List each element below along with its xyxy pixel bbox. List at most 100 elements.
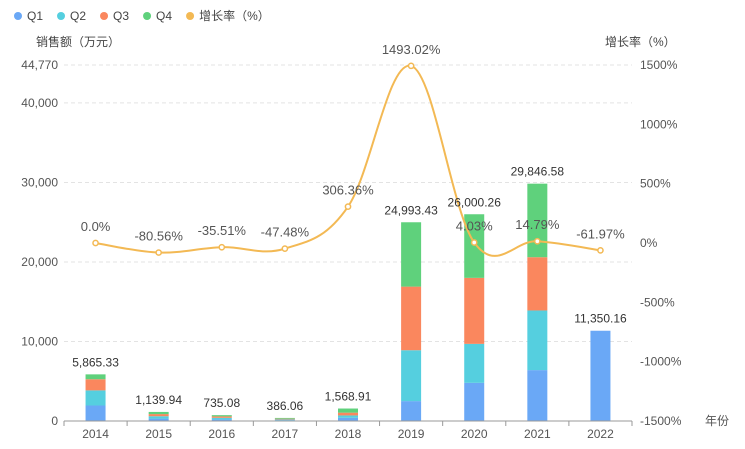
bar-q1-2016 xyxy=(211,419,232,421)
bar-q3-2020 xyxy=(464,277,485,344)
growth-label-2021: 14.79% xyxy=(515,217,560,232)
axes: 0 10,000 20,000 30,000 40,000 44,770 -1500% -10… xyxy=(21,58,681,441)
total-label-2020: 26,000.26 xyxy=(448,195,502,209)
bar-q2-2021 xyxy=(527,310,548,371)
legend-marker-q2 xyxy=(57,12,66,20)
y-right-tick-label: 500% xyxy=(640,177,671,191)
growth-point-2017 xyxy=(281,245,289,252)
growth-point-2016 xyxy=(218,243,226,251)
bar-q4-2017 xyxy=(274,417,295,419)
y-left-axis-title: 销售额（万元） xyxy=(36,34,120,49)
bar-q2-2018 xyxy=(338,415,358,418)
legend: Q1 Q2 Q3 Q4 增长率（%） xyxy=(14,8,270,23)
bar-q3-2021 xyxy=(527,257,548,311)
bar-q3-2015 xyxy=(148,414,169,417)
total-label-2019: 24,993.43 xyxy=(384,203,438,217)
total-label-2021: 29,846.58 xyxy=(511,165,565,179)
y-left-tick-label: 30,000 xyxy=(21,175,58,189)
grid-lines xyxy=(64,64,632,342)
legend-label-q1: Q1 xyxy=(27,9,43,23)
bar-q2-2019 xyxy=(401,350,422,402)
bar-q3-2017 xyxy=(274,418,295,420)
y-right-tick-label: -1500% xyxy=(640,414,682,428)
growth-point-2019 xyxy=(407,62,415,70)
y-right-axis-title: 增长率（%） xyxy=(605,34,676,49)
growth-point-2022 xyxy=(597,247,604,254)
bar-q4-2015 xyxy=(148,411,169,415)
bar-q4-2021 xyxy=(527,183,548,258)
legend-marker-growth xyxy=(186,12,195,20)
bar-q2-2016 xyxy=(211,417,232,420)
y-right-tick-label: 1500% xyxy=(640,58,678,72)
bar-q3-2014 xyxy=(85,379,106,391)
bar-q1-2019 xyxy=(401,401,422,421)
bar-q4-2019 xyxy=(401,222,422,287)
legend-marker-q4 xyxy=(143,12,152,20)
bar-q1-2015 xyxy=(148,418,169,421)
bar-q3-2019 xyxy=(401,286,422,351)
x-tick-label: 2016 xyxy=(208,427,235,441)
x-tick-label: 2021 xyxy=(524,427,551,441)
bar-q4-2016 xyxy=(211,415,232,417)
bar-q4-2020 xyxy=(464,214,485,278)
x-tick-label: 2015 xyxy=(145,427,172,441)
legend-label-growth: 增长率（%） xyxy=(199,8,270,23)
legend-label-q3: Q3 xyxy=(113,9,129,23)
x-tick-label: 2020 xyxy=(461,427,488,441)
growth-label-2015: -80.56% xyxy=(134,229,183,244)
bar-q3-2016 xyxy=(211,416,232,418)
growth-label-2017: -47.48% xyxy=(261,225,310,240)
bar-q2-2014 xyxy=(85,390,106,406)
legend-label-q2: Q2 xyxy=(70,9,86,23)
y-left-tick-label: 20,000 xyxy=(21,255,58,269)
total-label-2017: 386.06 xyxy=(267,399,304,413)
growth-line xyxy=(92,62,604,257)
total-label-2022: 11,350.16 xyxy=(574,312,627,326)
bar-q2-2020 xyxy=(464,343,485,383)
x-tick-label: 2014 xyxy=(82,427,109,441)
growth-label-2022: -61.97% xyxy=(576,226,625,241)
y-left-tick-label: 0 xyxy=(51,414,58,428)
growth-point-2020 xyxy=(470,239,478,246)
bar-q4-2014 xyxy=(85,374,106,380)
total-label-2014: 5,865.33 xyxy=(72,355,119,369)
growth-point-2021 xyxy=(533,237,541,245)
growth-point-2015 xyxy=(155,249,163,256)
y-right-tick-label: -1000% xyxy=(640,355,682,369)
growth-label-2019: 1493.02% xyxy=(382,42,441,57)
growth-label-2016: -35.51% xyxy=(198,223,247,238)
bar-q1-2018 xyxy=(338,417,358,421)
y-left-tick-label: 40,000 xyxy=(21,96,58,110)
y-right-tick-label: 0% xyxy=(640,236,658,250)
y-left-tick-label: 10,000 xyxy=(21,334,58,348)
bar-q3-2018 xyxy=(338,412,358,416)
data-labels: 5,865.33 1,139.94 735.08 386.06 1,568.91 24,9… xyxy=(72,42,627,413)
x-tick-label: 2017 xyxy=(272,427,299,441)
growth-rate-line xyxy=(95,64,601,257)
bar-q4-2018 xyxy=(338,408,358,413)
bar-q1-2021 xyxy=(527,370,548,421)
x-tick-label: 2018 xyxy=(335,427,362,441)
bar-q2-2017 xyxy=(274,419,295,421)
bar-q1-2014 xyxy=(85,405,106,421)
x-tick-label: 2022 xyxy=(587,427,614,441)
x-tick-label: 2019 xyxy=(398,427,425,441)
bar-series xyxy=(85,183,611,421)
legend-label-q4: Q4 xyxy=(156,9,172,23)
legend-marker-q1 xyxy=(14,12,22,20)
total-label-2015: 1,139.94 xyxy=(135,393,182,407)
growth-label-2018: 306.36% xyxy=(322,183,374,198)
growth-point-2014 xyxy=(92,239,99,247)
growth-label-2014: 0.0% xyxy=(81,219,111,234)
growth-point-2018 xyxy=(344,203,352,210)
y-left-tick-label: 44,770 xyxy=(21,58,58,72)
legend-marker-q3 xyxy=(100,12,109,20)
x-axis-title: 年份 xyxy=(705,414,729,428)
y-right-tick-label: 1000% xyxy=(640,117,678,131)
y-right-tick-label: -500% xyxy=(640,295,675,309)
bar-q2-2015 xyxy=(148,416,169,419)
growth-label-2020: 4.03% xyxy=(456,219,493,234)
bar-q1-2022 xyxy=(590,330,611,421)
